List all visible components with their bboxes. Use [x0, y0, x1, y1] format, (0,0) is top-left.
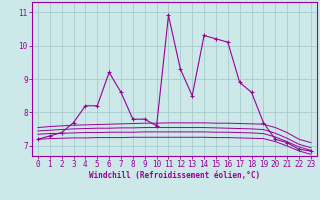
X-axis label: Windchill (Refroidissement éolien,°C): Windchill (Refroidissement éolien,°C): [89, 171, 260, 180]
